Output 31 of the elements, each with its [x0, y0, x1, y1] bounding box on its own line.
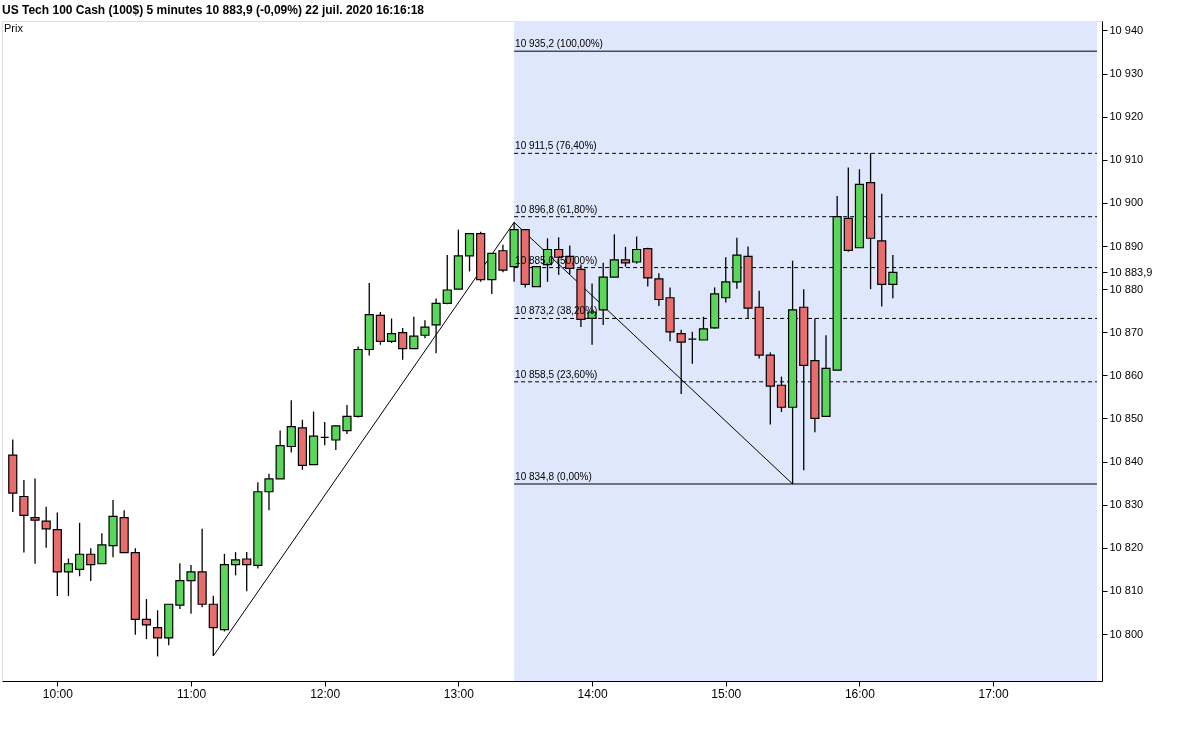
x-tick-label: 10:00 [42, 686, 74, 701]
x-tick-label: 15:00 [711, 686, 742, 701]
ref-line-label: 10 896,8 (61,80%) [515, 203, 598, 215]
y-tick-label: 10 820 [1109, 541, 1144, 554]
y-axis-title: Prix [4, 22, 24, 34]
x-tick-label: 12:00 [310, 686, 341, 701]
y-tick-label: 10 900 [1109, 196, 1144, 209]
y-tick-label: 10 910 [1109, 153, 1144, 166]
y-tick-label: 10 880 [1109, 282, 1144, 295]
x-tick-label: 11:00 [176, 686, 207, 701]
y-tick-label: 10 830 [1109, 498, 1144, 511]
x-tick-label: 14:00 [577, 686, 608, 701]
y-tick-label: 10 860 [1109, 368, 1144, 381]
y-tick-label: 10 870 [1109, 325, 1144, 338]
y-tick-label: 10 810 [1109, 584, 1144, 597]
y-tick-label: 10 940 [1109, 23, 1144, 36]
x-tick-label: 16:00 [844, 686, 876, 701]
ref-line-label: 10 911,5 (76,40%) [515, 140, 597, 152]
x-tick-label: 17:00 [978, 686, 1009, 701]
ref-line-label: 10 834,8 (0,00%) [515, 470, 592, 482]
ref-line-label: 10 935,2 (100,00%) [515, 38, 603, 50]
y-tick-label: 10 800 [1109, 627, 1144, 640]
y-tick-label: 10 890 [1109, 239, 1144, 252]
ref-line-label: 10 858,5 (23,60%) [515, 368, 598, 380]
y-tick-label: 10 930 [1109, 67, 1144, 80]
y-tick-label: 10 850 [1109, 411, 1144, 424]
y-tick-label: 10 840 [1109, 455, 1144, 468]
y-tick-label: 10 920 [1109, 110, 1144, 123]
x-tick-label: 13:00 [443, 686, 475, 701]
chart-title: US Tech 100 Cash (100$) 5 minutes 10 883,9 (-0,09%) 22 juil. 2020 16:16:18 [2, 3, 425, 17]
y-tick-label: 10 883,9 [1109, 265, 1153, 278]
